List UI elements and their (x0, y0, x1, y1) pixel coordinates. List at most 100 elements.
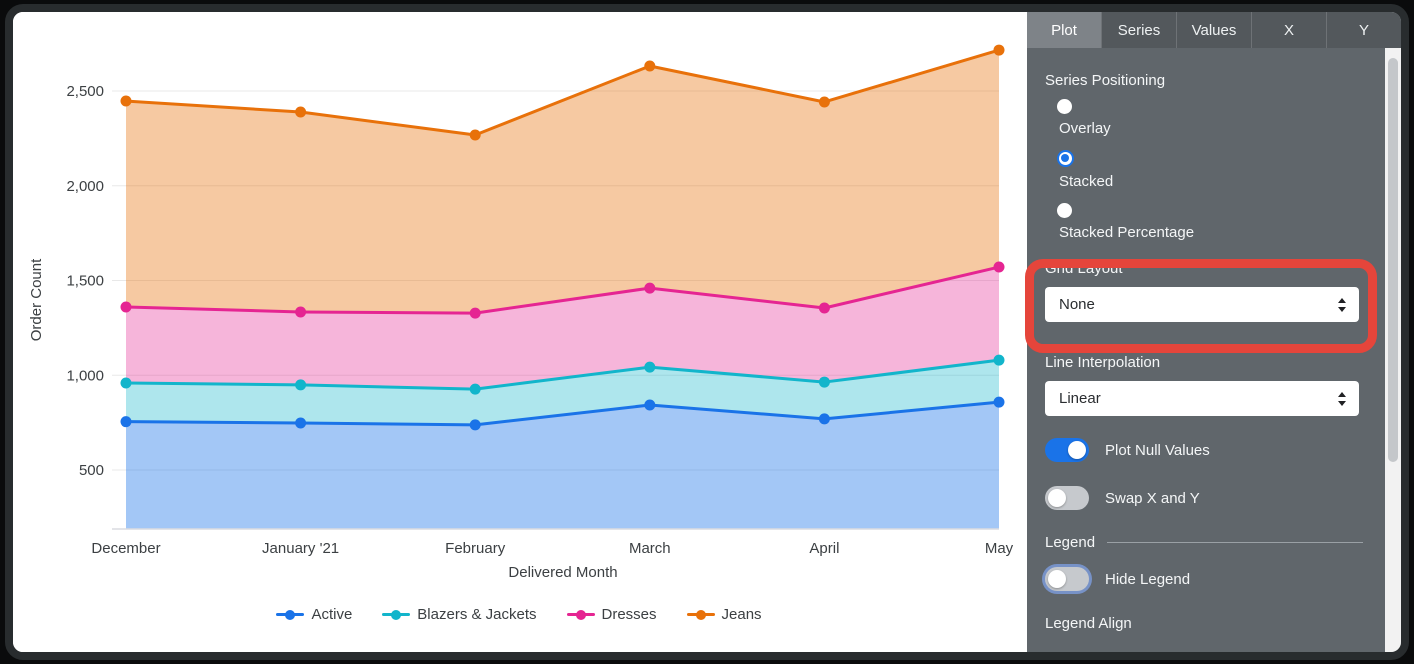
data-point[interactable] (469, 383, 481, 395)
toggle-label: Plot Null Values (1105, 441, 1210, 459)
section-divider (1107, 542, 1363, 543)
plot-toggles: Plot Null Values Swap X and Y (1045, 438, 1369, 510)
panel-scrollbar[interactable] (1385, 48, 1401, 652)
y-tick-label: 2,000 (66, 178, 104, 195)
radio-circle-icon[interactable] (1057, 203, 1072, 218)
toggle-label: Swap X and Y (1105, 489, 1200, 507)
data-point[interactable] (120, 301, 132, 313)
legend-marker-dot (285, 609, 296, 620)
line-interpolation-value: Linear (1059, 390, 1101, 407)
radio-label: Overlay (1059, 120, 1111, 137)
line-interpolation-section: Line Interpolation Linear (1045, 354, 1369, 416)
tab-values[interactable]: Values (1176, 12, 1251, 48)
radio-label: Stacked Percentage (1059, 224, 1195, 241)
tab-x[interactable]: X (1251, 12, 1326, 48)
data-point[interactable] (818, 413, 830, 425)
scrollbar-thumb[interactable] (1388, 58, 1398, 462)
x-tick-label: April (809, 540, 839, 557)
legend-item-jeans[interactable]: Jeans (686, 606, 762, 623)
hide-legend-toggle[interactable] (1045, 567, 1089, 591)
x-tick-label: January '21 (262, 540, 339, 557)
updown-arrow-icon (1337, 297, 1347, 312)
tab-y[interactable]: Y (1326, 12, 1401, 48)
legend-label: Jeans (721, 606, 762, 623)
x-axis-title: Delivered Month (508, 564, 617, 581)
toggle-row: Plot Null Values (1045, 438, 1369, 462)
data-point[interactable] (818, 96, 830, 108)
tab-series[interactable]: Series (1101, 12, 1176, 48)
data-point[interactable] (644, 399, 656, 411)
radio-circle-icon[interactable] (1057, 99, 1072, 114)
data-point[interactable] (818, 376, 830, 388)
line-dresses (124, 265, 1001, 315)
data-point[interactable] (120, 416, 132, 428)
chart-panel[interactable]: 500 1,000 1,500 2,000 2,500 December January '… (13, 12, 1027, 652)
legend-align-label: Legend Align (1045, 615, 1132, 632)
data-point[interactable] (818, 302, 830, 314)
area-dresses (126, 267, 999, 390)
data-point[interactable] (993, 261, 1005, 273)
data-point[interactable] (120, 95, 132, 107)
data-point[interactable] (469, 307, 481, 319)
legend-marker-icon (382, 609, 411, 621)
radio-stacked[interactable]: Stacked (1057, 150, 1369, 190)
area-jeans (126, 50, 999, 314)
legend-item-active[interactable]: Active (276, 606, 352, 623)
data-point[interactable] (993, 44, 1005, 56)
app-window: 500 1,000 1,500 2,000 2,500 December January '… (5, 4, 1409, 660)
line-interpolation-select[interactable]: Linear (1045, 381, 1359, 416)
data-point[interactable] (469, 419, 481, 431)
legend-section-title: Legend (1045, 534, 1096, 551)
x-tick-label: December (91, 540, 160, 557)
data-point[interactable] (644, 60, 656, 72)
hide-legend-label: Hide Legend (1105, 570, 1191, 588)
legend-marker-icon (686, 609, 715, 621)
toggle-row: Swap X and Y (1045, 486, 1369, 510)
y-tick-label: 500 (79, 462, 104, 479)
line-active (124, 400, 1001, 427)
legend-label: Active (311, 606, 353, 623)
chart-legend: Active Blazers & Jackets Dresses Jeans (13, 606, 1025, 623)
data-point[interactable] (295, 379, 307, 391)
toggle-knob (1048, 489, 1066, 507)
series-positioning-label: Series Positioning (1045, 72, 1166, 89)
y-tick-label: 2,500 (66, 83, 104, 100)
toggle-knob (1048, 570, 1066, 588)
data-point[interactable] (993, 396, 1005, 408)
legend-section-header: Legend (1045, 534, 1369, 551)
radio-label: Stacked (1059, 173, 1114, 190)
tab-plot[interactable]: Plot (1027, 12, 1101, 48)
data-point[interactable] (469, 129, 481, 141)
data-point[interactable] (295, 417, 307, 429)
legend-item-dresses[interactable]: Dresses (566, 606, 657, 623)
grid-layout-select[interactable]: None (1045, 287, 1359, 322)
data-point[interactable] (120, 377, 132, 389)
data-point[interactable] (644, 282, 656, 294)
line-jeans (124, 48, 1001, 137)
toggle-swap-x-and-y[interactable] (1045, 486, 1089, 510)
toggle-plot-null-values[interactable] (1045, 438, 1089, 462)
data-point[interactable] (295, 106, 307, 118)
legend-marker-dot (391, 609, 402, 620)
grid-layout-section: Grid Layout None (1045, 260, 1369, 322)
legend-marker-dot (575, 609, 586, 620)
config-tab-bar: Plot Series Values X Y (1027, 12, 1401, 48)
stacked-area-chart[interactable]: 500 1,000 1,500 2,000 2,500 December January '… (13, 12, 1025, 652)
y-axis-title: Order Count (28, 258, 45, 341)
updown-arrow-icon (1337, 391, 1347, 406)
data-point[interactable] (295, 306, 307, 318)
radio-circle-icon[interactable] (1057, 150, 1074, 167)
legend-item-blazers-jackets[interactable]: Blazers & Jackets (382, 606, 537, 623)
y-tick-label: 1,000 (66, 367, 104, 384)
legend-marker-dot (695, 609, 706, 620)
y-tick-label: 1,500 (66, 273, 104, 290)
data-point[interactable] (993, 354, 1005, 366)
data-point[interactable] (644, 361, 656, 373)
line-blazers-jackets (124, 358, 1001, 391)
radio-stacked-percentage[interactable]: Stacked Percentage (1057, 203, 1369, 241)
legend-label: Blazers & Jackets (417, 606, 537, 623)
legend-marker-icon (566, 609, 595, 621)
area-blazers-jackets (126, 360, 999, 425)
radio-overlay[interactable]: Overlay (1057, 99, 1369, 137)
legend-marker-icon (276, 609, 305, 621)
